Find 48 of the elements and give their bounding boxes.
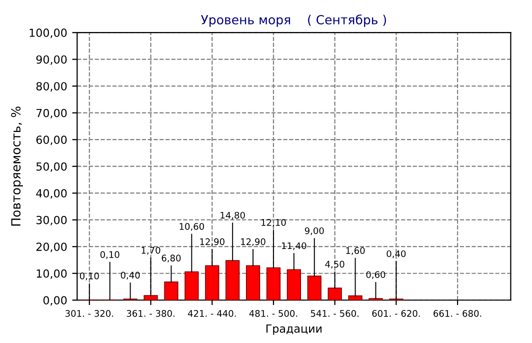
bar [144,295,158,300]
x-tick-label: 601. - 620. [372,310,420,317]
data-label: 0,40 [386,250,406,258]
y-tick-label: 60,00 [36,136,67,146]
y-tick-label: 80,00 [36,82,67,92]
y-tick-label: 100,00 [30,28,67,38]
x-tick-label: 361. - 380. [126,310,174,317]
x-tick-label: 421. - 440. [188,310,236,317]
data-label: 0,10 [100,251,120,259]
bar [246,265,260,300]
x-tick-label: 481. - 500. [249,310,298,317]
bar [286,269,301,300]
x-tick-label: 301. - 320. [66,310,114,317]
x-axis-title: Градации [266,324,322,335]
data-label: 12,90 [241,238,266,246]
data-label: 10,60 [180,223,204,231]
y-tick-label: 50,00 [36,162,67,172]
y-tick-label: 90,00 [36,55,67,65]
data-label: 0,40 [120,272,140,280]
y-tick-label: 30,00 [36,216,67,226]
y-tick-label: 40,00 [36,189,67,199]
data-label: 14,80 [220,212,245,220]
x-tick-label: 661. - 680. [434,310,482,317]
data-label: 9,00 [304,227,324,236]
data-label: 6,80 [162,254,181,262]
x-tick-label: 541. - 560. [310,310,358,317]
data-label: 0,60 [366,271,386,279]
data-label: 12,10 [262,219,286,227]
bar [266,267,281,300]
bar [184,271,199,300]
bar [226,260,240,300]
data-label: 0,10 [80,272,99,280]
bar [164,282,178,300]
y-tick-label: 0,00 [43,296,67,306]
bar [348,295,362,300]
bar [205,265,220,300]
data-label: 12,90 [200,238,224,246]
bar [307,276,322,300]
y-tick-label: 20,00 [36,242,67,252]
data-label: 11,40 [282,242,306,250]
y-axis-title: Повторяемость, % [11,106,23,226]
data-label: 1,60 [346,247,365,255]
data-label: 4,50 [325,260,344,269]
bar [328,288,342,300]
y-tick-label: 70,00 [36,108,67,118]
chart-title: Уровень моря ( Сентябрь ) [200,14,386,27]
data-label: 1,70 [142,246,160,255]
y-tick-label: 10,00 [36,269,67,279]
